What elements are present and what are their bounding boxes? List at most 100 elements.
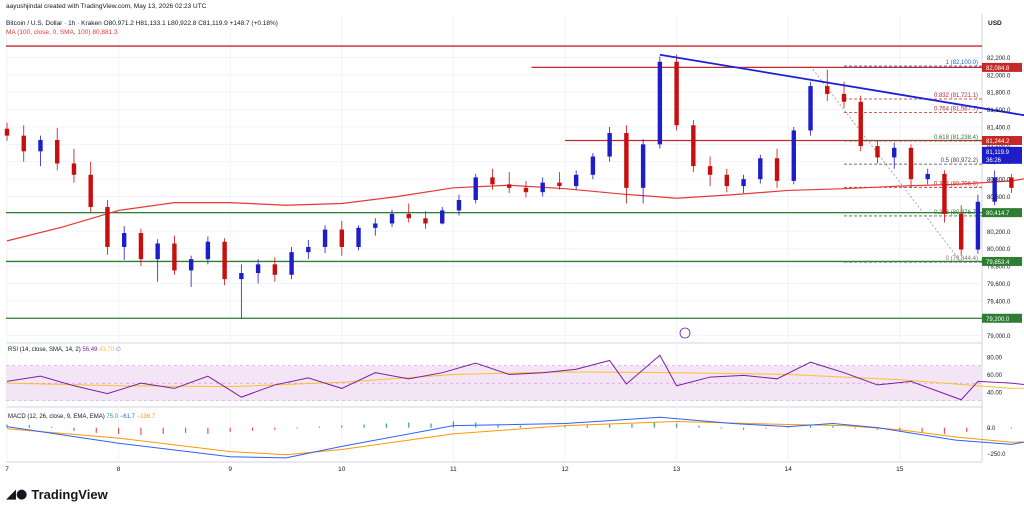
price-tick-label: 81,800.0 <box>987 91 1011 97</box>
candle-body <box>38 140 43 152</box>
candle <box>774 148 780 188</box>
macd-histogram-bar <box>408 422 410 428</box>
rsi-ma-line <box>6 371 1024 389</box>
candle-body <box>657 61 663 145</box>
candle-body <box>958 213 964 250</box>
candle-body <box>138 233 144 260</box>
candle-body <box>4 128 10 136</box>
candle-body <box>758 158 763 180</box>
price-axis[interactable]: 79,000.0 79,200.0 79,400.0 79,600.0 79,800.0… <box>982 56 1022 458</box>
candle <box>640 139 646 204</box>
candle <box>456 194 462 216</box>
macd-histogram-bar <box>609 424 611 428</box>
time-axis[interactable]: 7 8 9 10 11 12 13 14 15 <box>5 466 904 473</box>
candle <box>440 206 445 225</box>
candle <box>758 154 763 184</box>
candle <box>205 236 211 265</box>
candle-body <box>557 182 562 187</box>
macd-histogram-bar <box>742 427 745 430</box>
candle-body <box>808 86 813 131</box>
macd-signal-line <box>6 420 1024 456</box>
countdown-label: 36:26 <box>986 158 1002 164</box>
candle <box>172 235 177 275</box>
candle-body <box>339 229 344 247</box>
time-tick-label: 15 <box>896 466 904 473</box>
candle <box>540 177 545 197</box>
brand[interactable]: ◢● TradingView <box>6 487 108 502</box>
candle-body <box>21 135 26 152</box>
candle <box>356 225 361 251</box>
macd-histogram-bar <box>73 427 75 431</box>
candle <box>992 170 997 206</box>
macd-histogram-bar <box>318 426 321 428</box>
candle <box>155 239 160 282</box>
level-price-tag <box>982 208 1022 218</box>
candle <box>975 194 981 254</box>
macd-histogram-bar <box>787 426 789 428</box>
candle-body <box>841 93 847 102</box>
time-tick-label: 8 <box>117 466 121 473</box>
candle-body <box>289 252 294 275</box>
candle <box>121 226 127 260</box>
candle-body <box>373 223 378 228</box>
macd-histogram-bar <box>988 427 990 430</box>
price-tick-label: 79,800.0 <box>987 265 1011 271</box>
candle <box>21 125 26 162</box>
macd-histogram-bar <box>943 427 946 434</box>
level-price-tag <box>982 256 1022 266</box>
candle-body <box>825 86 830 94</box>
candle <box>322 225 328 254</box>
candle-body <box>975 201 981 250</box>
macd-histogram-bar <box>832 426 834 428</box>
candle <box>222 238 227 286</box>
candle-body <box>389 213 395 224</box>
price-tick-label: 80,000.0 <box>987 247 1011 253</box>
ma-legend[interactable]: MA (100, close, 0, SMA, 100) 80,881.3 <box>6 29 118 36</box>
candle-body <box>205 241 211 260</box>
currency-label: USD <box>988 20 1002 27</box>
time-tick-label: 9 <box>228 466 232 473</box>
candle <box>38 135 43 167</box>
fib-level-label: 0.236 (80,376.7) <box>934 210 978 216</box>
level-price-label: 79,200.0 <box>986 317 1010 323</box>
price-pane[interactable]: 1 (82,100.0) 0.832 (81,721.1) 0.764 (81,56… <box>4 45 1024 339</box>
candle-body <box>624 133 629 188</box>
candle <box>925 168 930 185</box>
macd-histogram-bar <box>274 427 276 430</box>
time-tick-label: 7 <box>5 466 9 473</box>
candle-body <box>674 61 679 126</box>
candle-body <box>239 273 244 280</box>
rsi-legend-value: 56.49 <box>82 347 99 353</box>
fib-level-label: 0.832 (81,721.1) <box>934 93 978 99</box>
macd-histogram-bar <box>162 427 164 434</box>
candle-body <box>55 140 60 164</box>
candle <box>239 264 244 319</box>
candle <box>423 211 428 229</box>
candle-body <box>607 133 612 157</box>
candle <box>4 122 10 141</box>
macd-histogram-bar <box>698 425 700 428</box>
candle-body <box>590 156 596 175</box>
macd-histogram-bar <box>676 423 678 428</box>
price-tick-label: 81,400.0 <box>987 125 1011 131</box>
candle <box>557 172 562 190</box>
candle-body <box>791 130 796 181</box>
candle <box>908 144 914 188</box>
candle-body <box>741 179 746 187</box>
published-credit: aayushjindal created with TradingView.co… <box>6 3 207 10</box>
macd-tick-label: 0.0 <box>987 426 996 432</box>
candle-body <box>121 233 127 247</box>
symbol-line: Bitcoin / U.S. Dollar · 1h · Kraken O80,… <box>6 20 278 27</box>
rsi-pane[interactable]: RSI (14, close, SMA, 14, 2) 56.49 43.70 … <box>6 346 1024 401</box>
candle <box>406 203 411 223</box>
candle-body <box>356 227 361 247</box>
macd-pane[interactable]: MACD (12, 26, close, 9, EMA, EMA) 75.0 −… <box>6 414 1024 459</box>
price-tick-label: 81,200.0 <box>987 143 1011 149</box>
candle-body <box>105 206 110 247</box>
brand-name: TradingView <box>31 487 108 502</box>
candle <box>607 126 612 162</box>
price-tick-label: 79,400.0 <box>987 299 1011 305</box>
candle-body <box>858 101 863 147</box>
macd-histogram-bar <box>497 424 499 428</box>
